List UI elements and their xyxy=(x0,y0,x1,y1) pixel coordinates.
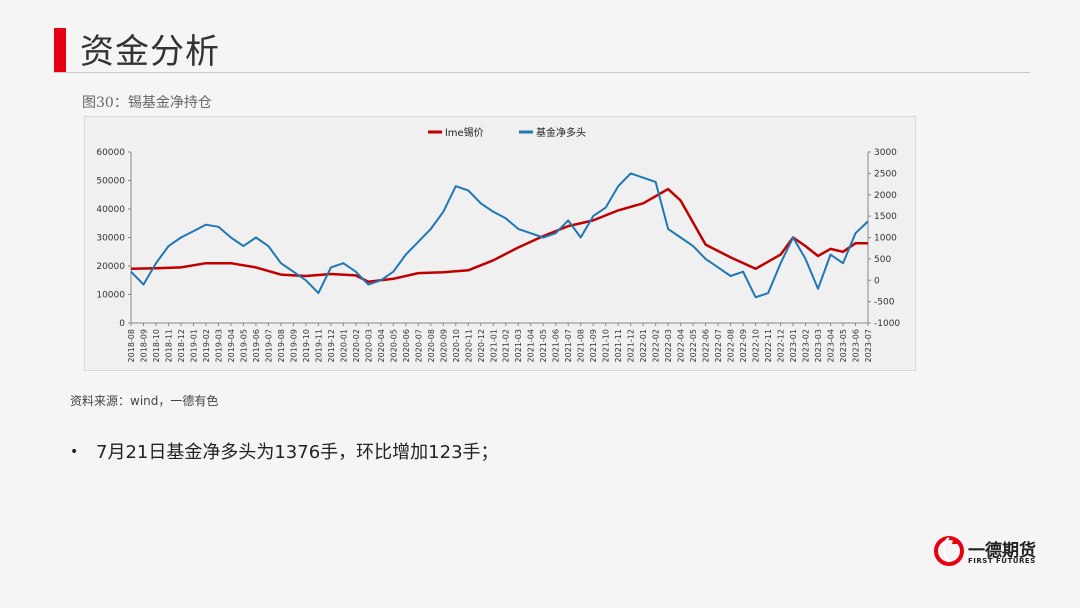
right-tick-label: 500 xyxy=(874,255,891,265)
left-tick-label: 30000 xyxy=(96,234,125,244)
x-tick-label: 2020-08 xyxy=(427,329,436,362)
source-note: 资料来源：wind，一德有色 xyxy=(70,394,219,408)
x-tick-label: 2020-06 xyxy=(402,329,411,362)
x-tick-label: 2021-07 xyxy=(564,329,573,362)
x-tick-label: 2022-06 xyxy=(702,329,711,362)
x-tick-label: 2022-03 xyxy=(664,329,673,362)
company-logo: 一德期货 FIRST FUTURES xyxy=(934,532,1044,572)
x-tick-label: 2019-10 xyxy=(302,329,311,362)
x-tick-label: 2023-01 xyxy=(789,329,798,362)
x-tick-label: 2018-08 xyxy=(127,329,136,362)
x-tick-label: 2022-07 xyxy=(714,329,723,362)
x-tick-label: 2019-02 xyxy=(202,329,211,362)
figure-caption: 图30：锡基金净持仓 xyxy=(82,95,212,111)
series-line-fund-net-long xyxy=(130,172,869,299)
x-tick-label: 2023-05 xyxy=(839,329,848,362)
logo-name-cn: 一德期货 xyxy=(968,541,1036,561)
x-tick-label: 2019-06 xyxy=(252,329,261,362)
left-tick-label: 20000 xyxy=(96,262,125,272)
x-tick-label: 2022-04 xyxy=(677,329,686,362)
x-tick-label: 2022-11 xyxy=(764,329,773,362)
x-tick-label: 2021-06 xyxy=(552,329,561,362)
x-tick-label: 2018-10 xyxy=(152,329,161,362)
x-tick-label: 2021-10 xyxy=(602,329,611,362)
right-tick-label: 2500 xyxy=(874,169,897,179)
x-tick-label: 2019-05 xyxy=(239,329,248,362)
x-tick-label: 2020-05 xyxy=(389,329,398,362)
x-tick-label: 2021-05 xyxy=(539,329,548,362)
right-tick-label: 2000 xyxy=(874,191,897,201)
legend-label-fund-net-long: 基金净多头 xyxy=(536,126,586,139)
right-tick-label: 0 xyxy=(874,276,880,286)
x-tick-label: 2021-12 xyxy=(627,329,636,362)
x-tick-label: 2019-01 xyxy=(189,329,198,362)
x-tick-label: 2023-02 xyxy=(802,329,811,362)
x-tick-label: 2022-02 xyxy=(652,329,661,362)
first-futures-logo-icon xyxy=(934,536,964,566)
x-tick-label: 2021-09 xyxy=(589,329,598,362)
x-tick-label: 2022-09 xyxy=(739,329,748,362)
left-tick-label: 50000 xyxy=(96,177,125,187)
x-tick-label: 2019-12 xyxy=(327,329,336,362)
x-tick-label: 2021-02 xyxy=(502,329,511,362)
page-title: 资金分析 xyxy=(80,32,220,72)
fund-position-chart: 0100002000030000400005000060000-1000-500… xyxy=(96,126,900,362)
x-tick-label: 2023-06 xyxy=(852,329,861,362)
x-tick-label: 2020-01 xyxy=(339,329,348,362)
series-line-lme-price xyxy=(130,187,868,283)
logo-name-en: FIRST FUTURES xyxy=(968,557,1036,565)
x-tick-label: 2022-08 xyxy=(727,329,736,362)
bullet-text: 7月21日基金净多头为1376手，环比增加123手； xyxy=(96,442,499,463)
x-tick-label: 2020-02 xyxy=(352,329,361,362)
x-tick-label: 2020-09 xyxy=(439,329,448,362)
left-tick-label: 0 xyxy=(119,319,125,329)
x-tick-label: 2023-07 xyxy=(864,329,873,362)
x-tick-label: 2020-12 xyxy=(477,329,486,362)
x-tick-label: 2019-03 xyxy=(214,329,223,362)
left-tick-label: 10000 xyxy=(96,291,125,301)
left-tick-label: 40000 xyxy=(96,205,125,215)
right-tick-label: 3000 xyxy=(874,148,897,158)
x-tick-label: 2019-11 xyxy=(314,329,323,362)
x-tick-label: 2023-03 xyxy=(814,329,823,362)
x-tick-label: 2019-09 xyxy=(289,329,298,362)
x-tick-label: 2019-08 xyxy=(277,329,286,362)
x-tick-label: 2022-05 xyxy=(689,329,698,362)
x-tick-label: 2021-11 xyxy=(614,329,623,362)
chart-container: 0 10000 20000 30000 40000 50000 60000 -1000 -500… xyxy=(84,116,916,371)
x-tick-label: 2018-12 xyxy=(177,329,186,362)
x-tick-label: 2021-04 xyxy=(527,329,536,362)
right-tick-label: 1500 xyxy=(874,212,897,222)
right-tick-label: -1000 xyxy=(874,319,900,329)
x-tick-label: 2021-01 xyxy=(489,329,498,362)
x-tick-label: 2020-07 xyxy=(414,329,423,362)
left-tick-label: 60000 xyxy=(96,148,125,158)
x-tick-label: 2019-07 xyxy=(264,329,273,362)
x-tick-label: 2020-11 xyxy=(464,329,473,362)
title-accent-bar xyxy=(54,28,66,72)
x-tick-label: 2023-04 xyxy=(827,329,836,362)
x-tick-label: 2020-04 xyxy=(377,329,386,362)
x-tick-label: 2021-03 xyxy=(514,329,523,362)
x-tick-label: 2018-11 xyxy=(164,329,173,362)
title-divider xyxy=(54,72,1030,73)
x-tick-label: 2021-08 xyxy=(577,329,586,362)
x-tick-label: 2022-10 xyxy=(752,329,761,362)
bullet-marker: • xyxy=(70,444,79,460)
x-tick-label: 2018-09 xyxy=(139,329,148,362)
x-tick-label: 2019-04 xyxy=(227,329,236,362)
x-tick-label: 2020-10 xyxy=(452,329,461,362)
x-tick-label: 2022-01 xyxy=(639,329,648,362)
legend-label-lme-price: lme锡价 xyxy=(445,126,484,139)
right-tick-label: -500 xyxy=(874,298,895,308)
x-tick-label: 2020-03 xyxy=(364,329,373,362)
right-tick-label: 1000 xyxy=(874,234,897,244)
x-tick-label: 2022-12 xyxy=(777,329,786,362)
